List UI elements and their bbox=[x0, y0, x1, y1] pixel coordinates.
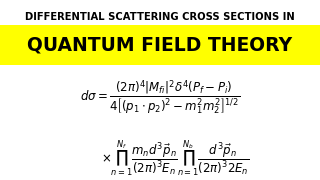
Text: $\times \prod_{n=1}^{N_f} \dfrac{m_n d^3\vec{p}_n}{(2\pi)^3 E_n} \prod_{n=1}^{N_: $\times \prod_{n=1}^{N_f} \dfrac{m_n d^3… bbox=[101, 138, 249, 178]
Text: DIFFERENTIAL SCATTERING CROSS SECTIONS IN: DIFFERENTIAL SCATTERING CROSS SECTIONS I… bbox=[25, 12, 295, 22]
FancyBboxPatch shape bbox=[0, 25, 320, 65]
Text: QUANTUM FIELD THEORY: QUANTUM FIELD THEORY bbox=[28, 35, 292, 55]
Text: $d\sigma = \dfrac{(2\pi)^4 |M_{fi}|^2 \delta^4(P_f - P_i)}{4\left[(p_1 \cdot p_2: $d\sigma = \dfrac{(2\pi)^4 |M_{fi}|^2 \d… bbox=[80, 79, 240, 117]
